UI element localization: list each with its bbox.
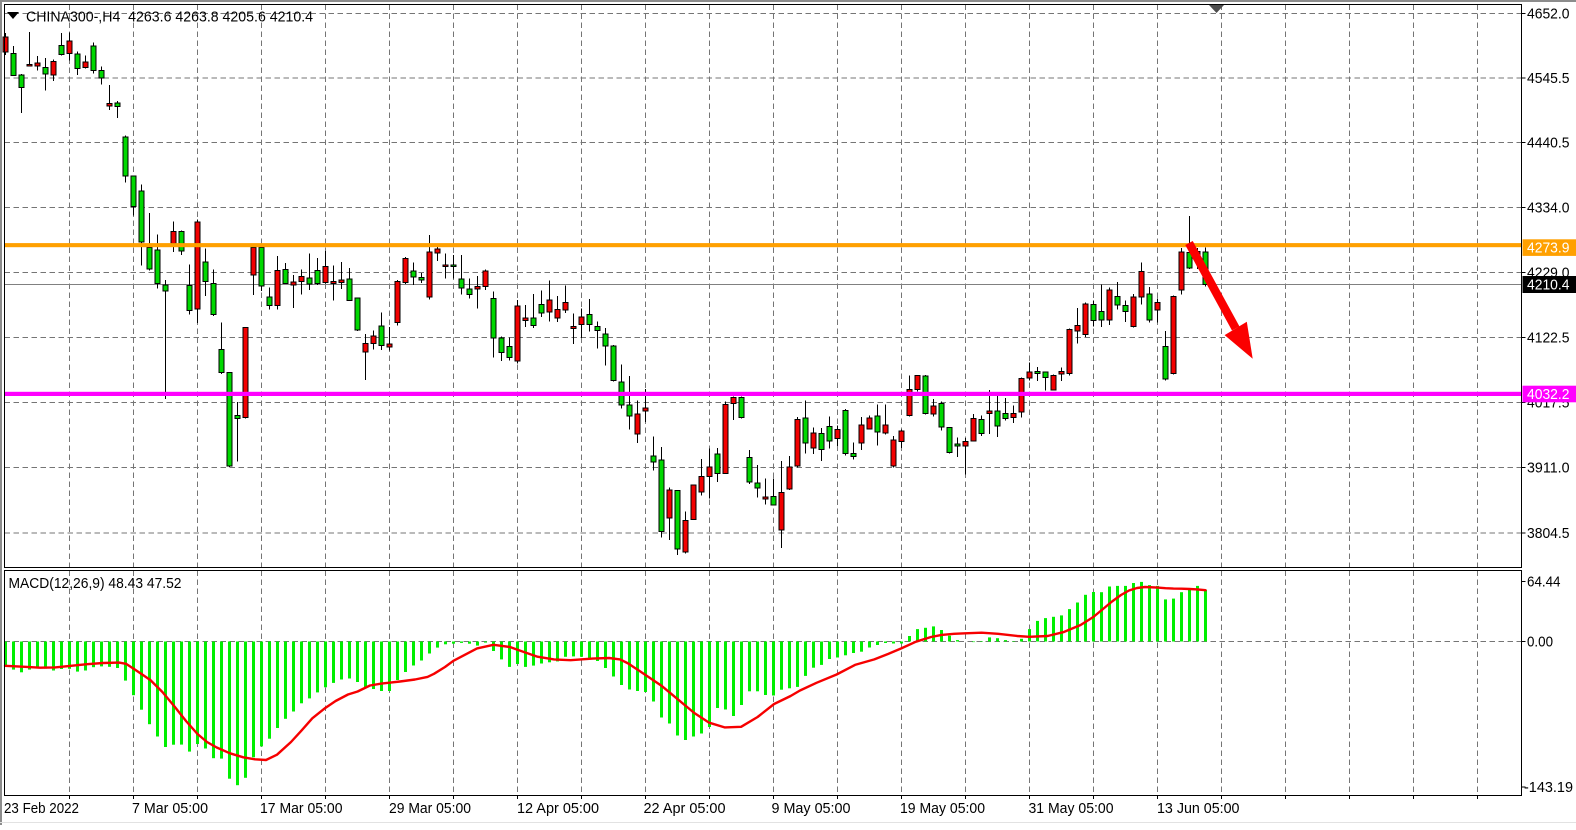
svg-text:4652.0: 4652.0 — [1527, 6, 1570, 23]
svg-text:12 Apr 05:00: 12 Apr 05:00 — [517, 800, 599, 817]
svg-text:4273.9: 4273.9 — [1527, 240, 1570, 257]
svg-text:4440.5: 4440.5 — [1527, 135, 1570, 152]
svg-text:4122.5: 4122.5 — [1527, 330, 1570, 347]
svg-text:19 May 05:00: 19 May 05:00 — [900, 800, 985, 817]
svg-text:4334.0: 4334.0 — [1527, 200, 1570, 217]
svg-text:29 Mar 05:00: 29 Mar 05:00 — [389, 800, 471, 817]
svg-text:MACD(12,26,9) 48.43 47.52: MACD(12,26,9) 48.43 47.52 — [9, 575, 182, 592]
svg-text:31 May 05:00: 31 May 05:00 — [1029, 800, 1114, 817]
svg-text:4210.4: 4210.4 — [1527, 277, 1570, 294]
svg-text:17 Mar 05:00: 17 Mar 05:00 — [260, 800, 343, 817]
svg-text:3911.0: 3911.0 — [1527, 460, 1570, 477]
svg-text:0.00: 0.00 — [1527, 634, 1553, 651]
svg-text:-143.19: -143.19 — [1524, 779, 1573, 796]
svg-text:3804.5: 3804.5 — [1527, 525, 1570, 542]
svg-text:CHINA300-,H4 4263.6 4263.8 42: CHINA300-,H4 4263.6 4263.8 4205.6 4210.4 — [26, 9, 313, 26]
svg-text:64.44: 64.44 — [1527, 574, 1561, 591]
svg-text:13 Jun 05:00: 13 Jun 05:00 — [1157, 800, 1240, 817]
svg-text:23 Feb 2022: 23 Feb 2022 — [4, 800, 79, 817]
svg-text:4545.5: 4545.5 — [1527, 70, 1570, 87]
svg-text:22 Apr 05:00: 22 Apr 05:00 — [644, 800, 726, 817]
svg-text:9 May 05:00: 9 May 05:00 — [772, 800, 851, 817]
svg-text:7 Mar 05:00: 7 Mar 05:00 — [132, 800, 208, 817]
svg-text:4032.2: 4032.2 — [1527, 386, 1570, 403]
